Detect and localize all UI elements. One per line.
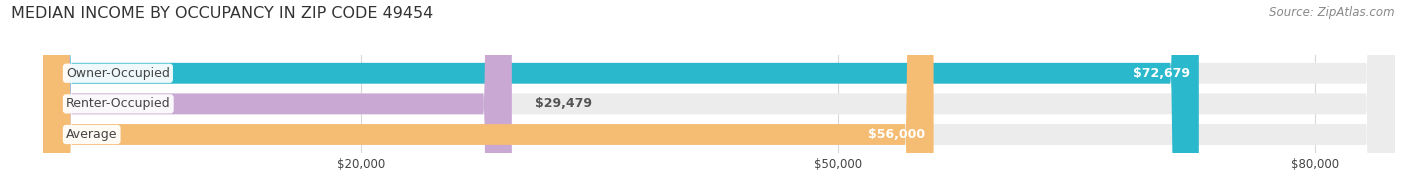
Text: Renter-Occupied: Renter-Occupied (66, 97, 170, 110)
Text: Source: ZipAtlas.com: Source: ZipAtlas.com (1270, 6, 1395, 19)
FancyBboxPatch shape (44, 0, 1395, 196)
FancyBboxPatch shape (44, 0, 512, 196)
Text: Average: Average (66, 128, 118, 141)
FancyBboxPatch shape (44, 0, 1395, 196)
Text: $72,679: $72,679 (1133, 67, 1191, 80)
FancyBboxPatch shape (44, 0, 934, 196)
FancyBboxPatch shape (44, 0, 1199, 196)
Text: $56,000: $56,000 (868, 128, 925, 141)
Text: $29,479: $29,479 (534, 97, 592, 110)
FancyBboxPatch shape (44, 0, 1395, 196)
Text: MEDIAN INCOME BY OCCUPANCY IN ZIP CODE 49454: MEDIAN INCOME BY OCCUPANCY IN ZIP CODE 4… (11, 6, 433, 21)
Text: Owner-Occupied: Owner-Occupied (66, 67, 170, 80)
